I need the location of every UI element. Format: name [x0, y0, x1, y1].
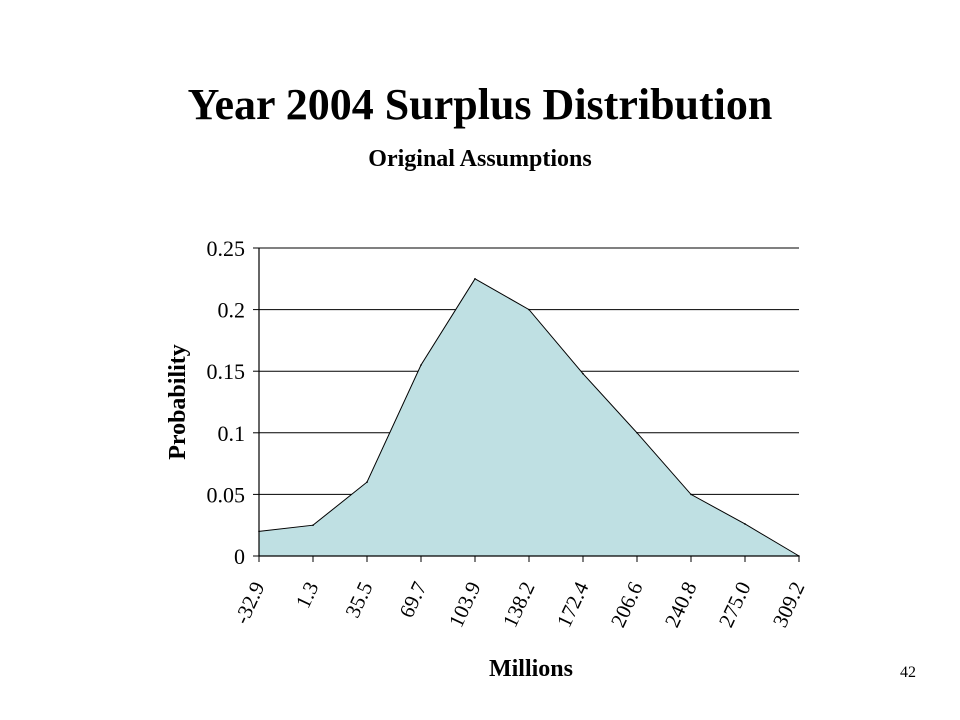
x-tick-label: 172.4 [552, 578, 594, 631]
y-tick-label: 0.15 [207, 359, 246, 384]
area-fill [259, 278, 799, 556]
x-tick-label: 138.2 [498, 578, 540, 631]
data-point [312, 524, 314, 526]
x-axis-label: Millions [489, 656, 573, 682]
area-series [258, 278, 800, 557]
y-tick-label: 0.25 [207, 236, 246, 261]
x-tick-label: 206.6 [606, 578, 648, 631]
data-point [582, 372, 584, 375]
slide-title: Year 2004 Surplus Distribution [187, 80, 773, 129]
data-point [528, 308, 530, 311]
x-tick-label: 103.9 [444, 578, 486, 631]
data-point [366, 481, 368, 483]
page-number: 42 [900, 664, 916, 681]
x-tick-label: 69.7 [394, 578, 431, 621]
x-tick-label: -32.9 [229, 578, 269, 628]
slide-subtitle: Original Assumptions [368, 146, 592, 172]
x-tick-label: 35.5 [340, 578, 377, 621]
data-point [636, 432, 638, 434]
data-point [690, 493, 692, 496]
data-point [420, 364, 422, 366]
y-tick-label: 0 [234, 544, 245, 569]
axes [258, 248, 800, 562]
data-point [474, 278, 476, 280]
x-tick-label: 1.3 [291, 578, 324, 612]
data-point [744, 523, 746, 525]
x-tick-labels: -32.9 1.3 35.5 69.7 103.9 138.2 172.4 206.6 240.… [229, 578, 809, 631]
y-tick-labels: 0 0.05 0.1 0.15 0.2 0.25 [207, 236, 246, 569]
x-tick-label: 275.0 [714, 578, 756, 631]
y-tick-label: 0.1 [218, 421, 246, 446]
y-tick-label: 0.05 [207, 482, 246, 507]
y-tick-label: 0.2 [218, 298, 246, 323]
x-tick-label: 240.8 [660, 578, 702, 631]
x-tick-label: 309.2 [768, 578, 810, 631]
y-axis-label: Probability [165, 344, 191, 460]
